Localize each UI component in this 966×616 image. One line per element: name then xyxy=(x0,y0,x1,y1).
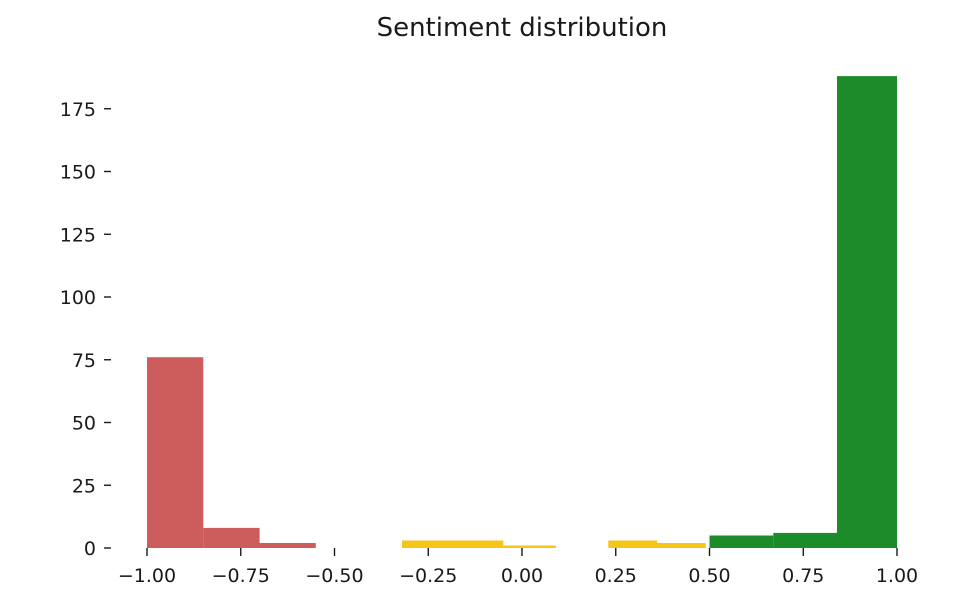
x-tick-label: −1.00 xyxy=(118,565,176,587)
x-tick-label: 1.00 xyxy=(876,565,918,587)
histogram-bars xyxy=(147,76,897,548)
y-tick-label: 25 xyxy=(72,475,96,497)
y-axis: 0 25 50 75 100 125 150 175 xyxy=(60,99,111,560)
x-tick-label: 0.00 xyxy=(501,565,543,587)
chart-title: Sentiment distribution xyxy=(377,13,668,43)
y-tick-label: 125 xyxy=(60,224,96,246)
y-tick-label: 150 xyxy=(60,162,96,184)
histogram-bar xyxy=(773,532,838,548)
histogram-bar xyxy=(259,543,316,548)
y-tick-label: 100 xyxy=(60,287,96,309)
histogram-bar xyxy=(657,543,706,548)
y-tick-label: 175 xyxy=(60,99,96,121)
y-tick-label: 75 xyxy=(72,350,96,372)
histogram-bar xyxy=(203,527,260,548)
y-tick-label: 50 xyxy=(72,413,96,435)
histogram-bar xyxy=(709,535,774,548)
histogram-bar xyxy=(837,76,897,548)
histogram-bar xyxy=(503,545,556,548)
x-tick-label: −0.75 xyxy=(212,565,270,587)
x-tick-label: 0.25 xyxy=(595,565,637,587)
x-tick-label: −0.25 xyxy=(399,565,457,587)
y-tick-label: 0 xyxy=(84,538,96,560)
histogram-bar xyxy=(402,540,504,548)
x-axis: −1.00 −0.75 −0.50 −0.25 0.00 0.25 0.50 0.75 1.00 xyxy=(118,548,918,587)
x-tick-label: 0.75 xyxy=(782,565,824,587)
x-tick-label: 0.50 xyxy=(688,565,730,587)
histogram-bar xyxy=(608,540,658,548)
histogram-bar xyxy=(147,357,204,548)
x-tick-label: −0.50 xyxy=(305,565,363,587)
